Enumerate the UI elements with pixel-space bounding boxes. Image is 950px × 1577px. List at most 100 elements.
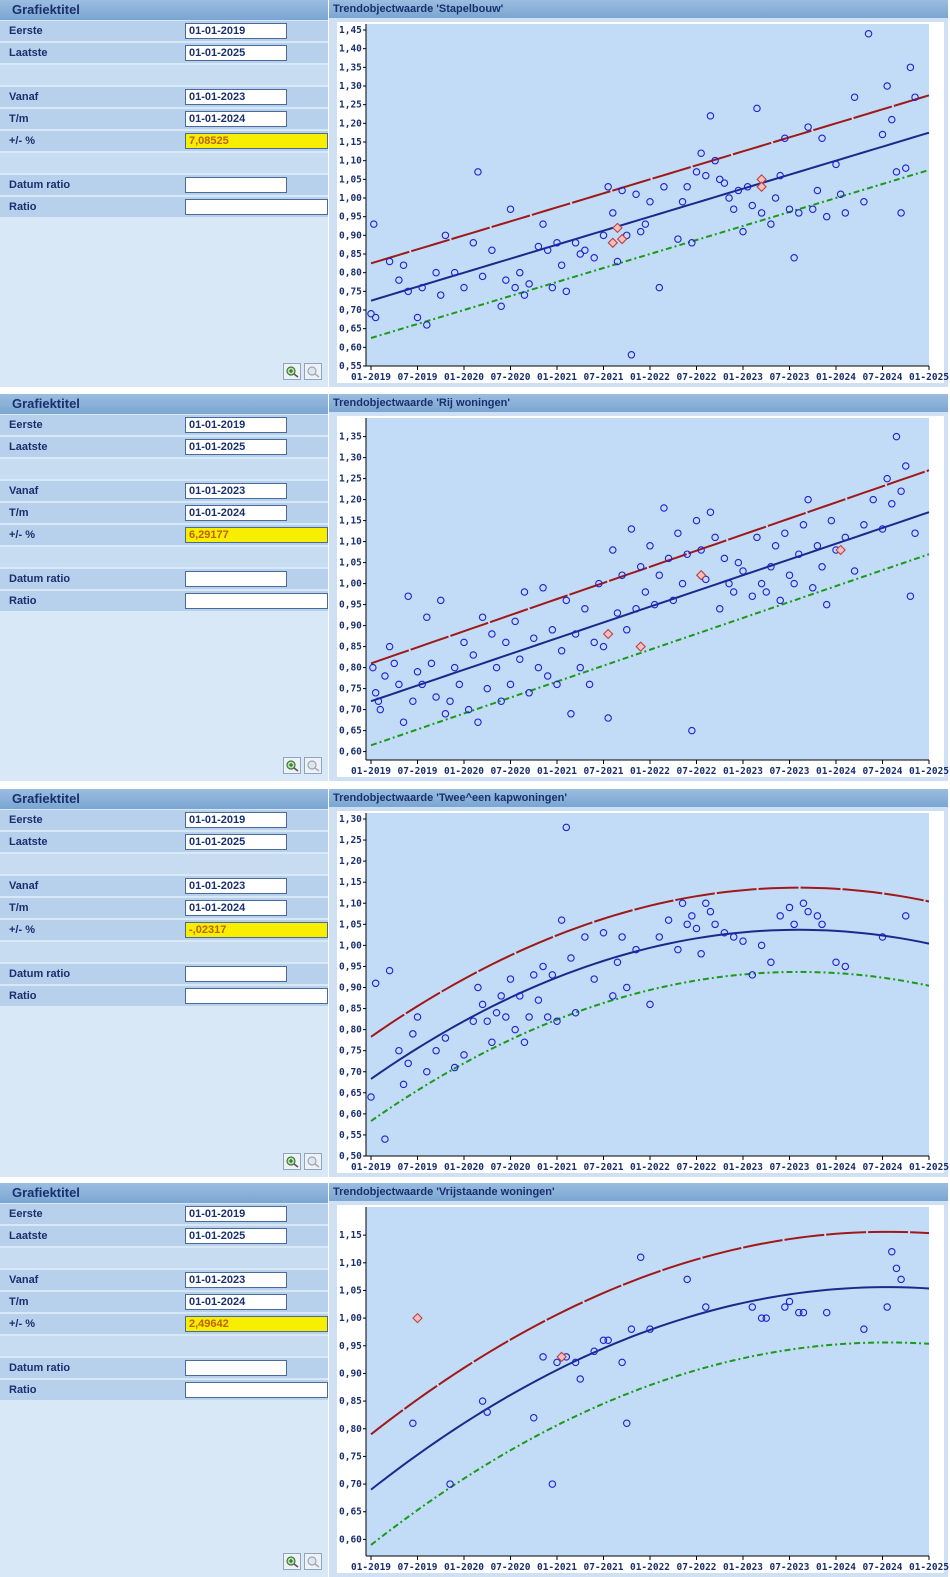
- data-point: [548, 971, 557, 979]
- x-tick-label: 01-2020: [444, 1562, 484, 1573]
- plot-background: [366, 24, 929, 366]
- x-tick-label: 07-2024: [862, 1162, 902, 1173]
- data-point: [734, 558, 743, 567]
- data-point: [413, 668, 422, 676]
- data-point: [748, 592, 757, 600]
- zoom-in-button[interactable]: [283, 1153, 301, 1170]
- data-point: [892, 1264, 901, 1273]
- from-date-field[interactable]: 01-01-2023: [185, 1272, 287, 1288]
- first-date-field[interactable]: 01-01-2019: [185, 812, 287, 828]
- selected-data-point: [556, 1351, 567, 1363]
- zoom-out-button[interactable]: [304, 1553, 322, 1570]
- y-tick-label: 0,75: [339, 684, 362, 695]
- ratio-field[interactable]: [185, 199, 328, 215]
- data-point: [757, 1314, 766, 1322]
- data-point: [516, 268, 524, 277]
- ratio-date-field[interactable]: [185, 1360, 287, 1376]
- data-point: [878, 130, 887, 139]
- to-date-field[interactable]: 01-01-2024: [185, 900, 287, 916]
- lower-band-line: [370, 1341, 930, 1546]
- from-date-label: Vanaf: [9, 91, 39, 103]
- data-point: [725, 579, 733, 588]
- percentage-field[interactable]: 6,29177: [185, 527, 328, 543]
- from-date-field[interactable]: 01-01-2023: [185, 89, 287, 105]
- data-point: [618, 571, 626, 579]
- x-tick-label: 07-2022: [676, 766, 716, 777]
- zoom-in-button[interactable]: [283, 1553, 301, 1570]
- data-point: [795, 1308, 803, 1317]
- last-date-field[interactable]: 01-01-2025: [185, 834, 287, 850]
- data-point: [711, 533, 719, 542]
- first-date-field[interactable]: 01-01-2019: [185, 417, 287, 433]
- zoom-in-button[interactable]: [283, 757, 301, 774]
- to-date-field[interactable]: 01-01-2024: [185, 1294, 287, 1310]
- from-date-field[interactable]: 01-01-2023: [185, 483, 287, 499]
- data-point: [613, 257, 622, 266]
- to-date-field[interactable]: 01-01-2024: [185, 111, 287, 127]
- data-point: [660, 504, 668, 512]
- trend-chart[interactable]: 0,55 0,60 0,65 0,70 0,75 0,80 0,85 0,90 0,95 1,00…: [329, 0, 950, 387]
- last-date-field[interactable]: 01-01-2025: [185, 439, 287, 455]
- to-date-field[interactable]: 01-01-2024: [185, 505, 287, 521]
- x-tick-label: 01-2019: [351, 372, 391, 383]
- selected-data-point: [616, 233, 628, 245]
- x-tick-label: 01-2021: [537, 372, 577, 383]
- ratio-field[interactable]: [185, 1382, 328, 1398]
- data-point: [409, 1419, 417, 1427]
- last-date-field[interactable]: 01-01-2025: [185, 1228, 287, 1244]
- trend-chart[interactable]: 0,60 0,65 0,70 0,75 0,80 0,85 0,90 0,95 1,00 1,05…: [329, 394, 950, 781]
- data-point: [370, 220, 378, 228]
- plot-background: [366, 813, 929, 1156]
- x-tick-label: 07-2023: [769, 1162, 809, 1173]
- data-point: [678, 579, 687, 588]
- x-tick-label: 07-2019: [397, 1562, 437, 1573]
- data-point: [506, 205, 515, 213]
- y-tick-label: 0,90: [339, 983, 362, 994]
- percentage-field[interactable]: 2,49642: [185, 1316, 328, 1332]
- zoom-out-icon: [307, 760, 320, 772]
- data-point: [869, 495, 877, 504]
- trend-chart[interactable]: 0,50 0,55 0,60 0,65 0,70 0,75 0,80 0,85 0,90 0,95…: [329, 789, 950, 1177]
- last-date-field[interactable]: 01-01-2025: [185, 45, 287, 61]
- zoom-out-button[interactable]: [304, 1153, 322, 1170]
- x-tick-label: 07-2020: [490, 1162, 530, 1173]
- data-point: [455, 680, 464, 689]
- first-date-field[interactable]: 01-01-2019: [185, 23, 287, 39]
- y-tick-label: 1,30: [339, 814, 362, 825]
- first-date-field[interactable]: 01-01-2019: [185, 1206, 287, 1222]
- data-point: [650, 600, 659, 609]
- selected-data-point: [756, 181, 767, 193]
- y-tick-label: 0,85: [339, 1396, 362, 1407]
- x-tick-label: 01-2023: [723, 372, 763, 383]
- y-tick-label: 1,20: [339, 856, 362, 867]
- form-spacer: [0, 1248, 328, 1268]
- data-point: [432, 268, 440, 277]
- data-point: [748, 971, 757, 979]
- percentage-field[interactable]: 7,08525: [185, 133, 328, 149]
- chart-area: Trendobjectwaarde 'Vrijstaande woningen'…: [329, 1183, 950, 1577]
- zoom-out-button[interactable]: [304, 757, 322, 774]
- ratio-date-field[interactable]: [185, 966, 287, 982]
- data-point: [767, 220, 775, 228]
- data-point: [399, 718, 408, 726]
- data-point: [762, 1314, 770, 1322]
- x-tick-label: 01-2020: [444, 766, 484, 777]
- zoom-in-button[interactable]: [283, 363, 301, 380]
- from-date-field[interactable]: 01-01-2023: [185, 878, 287, 894]
- data-point: [604, 183, 612, 191]
- ratio-field[interactable]: [185, 988, 328, 1004]
- ratio-field[interactable]: [185, 593, 328, 609]
- zoom-out-button[interactable]: [304, 363, 322, 380]
- data-point: [757, 579, 766, 588]
- ratio-date-field[interactable]: [185, 571, 287, 587]
- data-point: [636, 563, 645, 571]
- data-point: [790, 920, 798, 929]
- y-tick-label: 1,10: [339, 156, 362, 167]
- data-point: [492, 1009, 501, 1017]
- trend-chart[interactable]: 0,60 0,65 0,70 0,75 0,80 0,85 0,90 0,95 1,00 1,05…: [329, 1183, 950, 1577]
- percentage-field[interactable]: -,02317: [185, 922, 328, 938]
- ratio-date-field[interactable]: [185, 177, 287, 193]
- data-point: [906, 592, 915, 600]
- data-point: [543, 1013, 552, 1021]
- lower-band-line: [370, 553, 930, 747]
